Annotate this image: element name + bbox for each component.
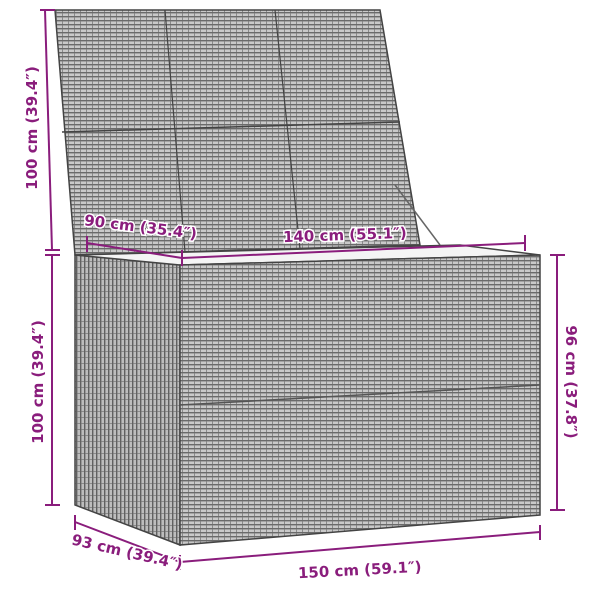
box-body [74, 244, 541, 547]
box-side-face [74, 254, 181, 547]
lid-height-label: 100 cm (39.4″) [23, 66, 41, 190]
box-front-face [179, 254, 541, 546]
dimension-lines [40, 9, 565, 570]
box-height-left-label: 100 cm (39.4″) [29, 320, 47, 444]
box-height-right-label: 96 cm (37.8″) [562, 325, 580, 438]
open-lid [54, 9, 441, 256]
lid-strut [394, 184, 441, 246]
box-width-label: 150 cm (59.1″) [298, 558, 422, 582]
